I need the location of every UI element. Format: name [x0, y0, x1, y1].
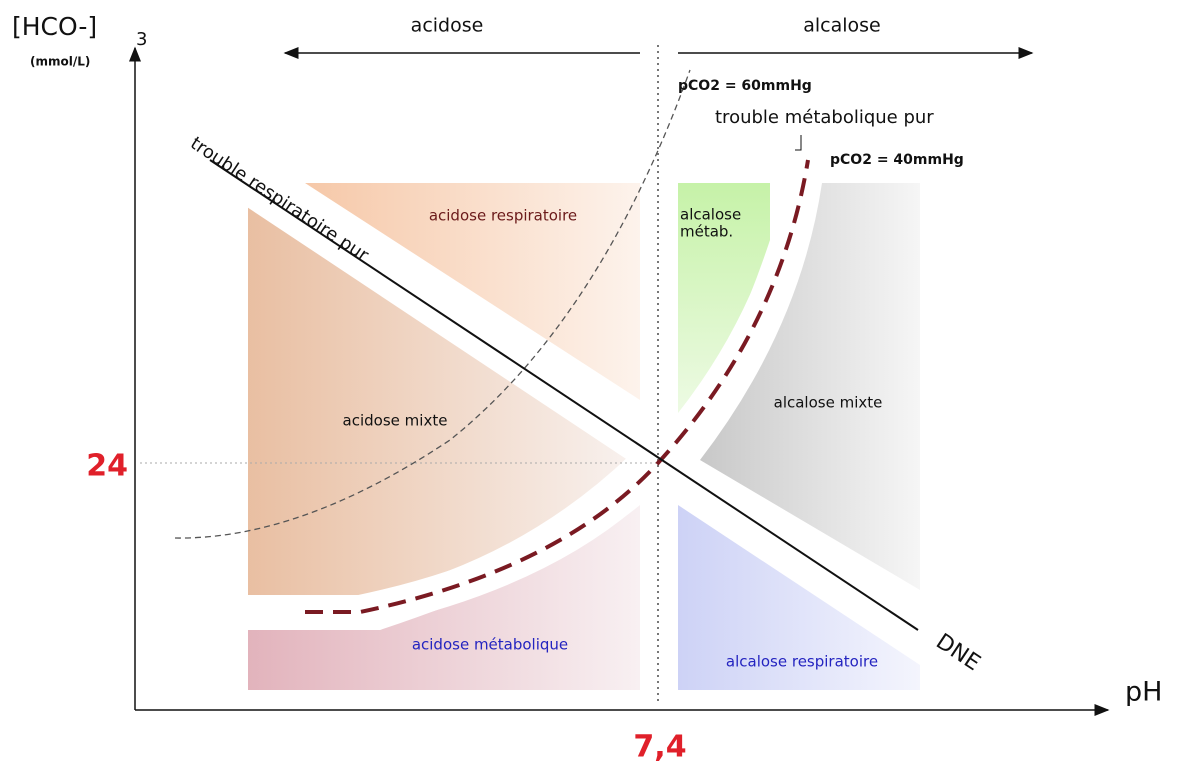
y-axis-label: [HCO-] — [12, 12, 97, 41]
curve-pco2-40 — [305, 159, 810, 614]
line-respiratory — [209, 159, 919, 631]
x-axis-label: pH — [1125, 677, 1162, 708]
region-acidose-metabolique — [248, 505, 640, 690]
pco2-40-label: pCO2 = 40mmHg — [830, 152, 964, 168]
region-acidose-respiratoire — [305, 183, 640, 400]
y-ref-label: 24 — [86, 449, 128, 484]
dne-label: DNE — [931, 629, 984, 676]
pco2-60-label: pCO2 = 60mmHg — [678, 78, 812, 94]
pointer — [795, 135, 802, 151]
region-label: alcalose respiratoire — [726, 653, 878, 671]
header-right: alcalose — [803, 15, 881, 37]
region-alcalose-respiratoire — [678, 505, 920, 690]
region-alcalose-mixte — [700, 183, 920, 590]
region-label: acidose respiratoire — [429, 207, 577, 225]
header-left: acidose — [411, 15, 484, 37]
region-label: alcalose — [680, 206, 741, 224]
region-alcalose-metab — [678, 183, 770, 430]
y-axis-label-sub: 3 — [136, 29, 147, 50]
region-label: métab. — [680, 223, 733, 241]
region-label: acidose métabolique — [412, 636, 568, 654]
curve-pco2-60 — [174, 69, 691, 539]
region-acidose-mixte — [248, 205, 630, 595]
x-ref-label: 7,4 — [633, 730, 686, 765]
metabolic-label: trouble métabolique pur — [715, 107, 934, 128]
region-label: alcalose mixte — [774, 394, 883, 412]
y-axis-unit: (mmol/L) — [30, 55, 90, 69]
region-label: acidose mixte — [343, 412, 448, 430]
